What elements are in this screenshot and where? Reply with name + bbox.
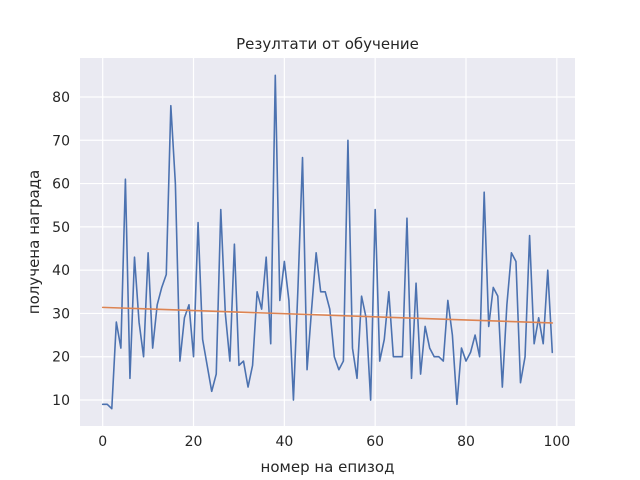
y-tick-label: 50	[52, 220, 70, 236]
grid-lines	[80, 58, 575, 426]
x-tick-label: 20	[185, 434, 203, 450]
y-tick-label: 70	[52, 133, 70, 149]
x-axis-label: номер на епизод	[261, 458, 395, 476]
series-line-trend	[101, 306, 554, 324]
x-tick-label: 40	[275, 434, 293, 450]
x-tick-label: 80	[457, 434, 475, 450]
series-line-reward	[101, 74, 554, 410]
y-tick-label: 40	[52, 263, 70, 279]
x-axis-ticks: 0 20 40 60 80 100	[98, 434, 570, 450]
y-tick-label: 60	[52, 177, 70, 193]
x-tick-label: 0	[98, 434, 107, 450]
chart-title: Резултати от обучение	[236, 35, 419, 53]
x-tick-label: 60	[366, 434, 384, 450]
y-tick-label: 10	[52, 393, 70, 409]
y-axis-ticks: 10 20 30 40 50 60 70 80	[52, 90, 70, 409]
y-axis-label: получена награда	[25, 170, 43, 314]
x-tick-label: 100	[543, 434, 570, 450]
y-tick-label: 20	[52, 350, 70, 366]
plot-background	[80, 58, 575, 426]
series-layer	[101, 74, 554, 410]
y-tick-label: 30	[52, 306, 70, 322]
y-tick-label: 80	[52, 90, 70, 106]
